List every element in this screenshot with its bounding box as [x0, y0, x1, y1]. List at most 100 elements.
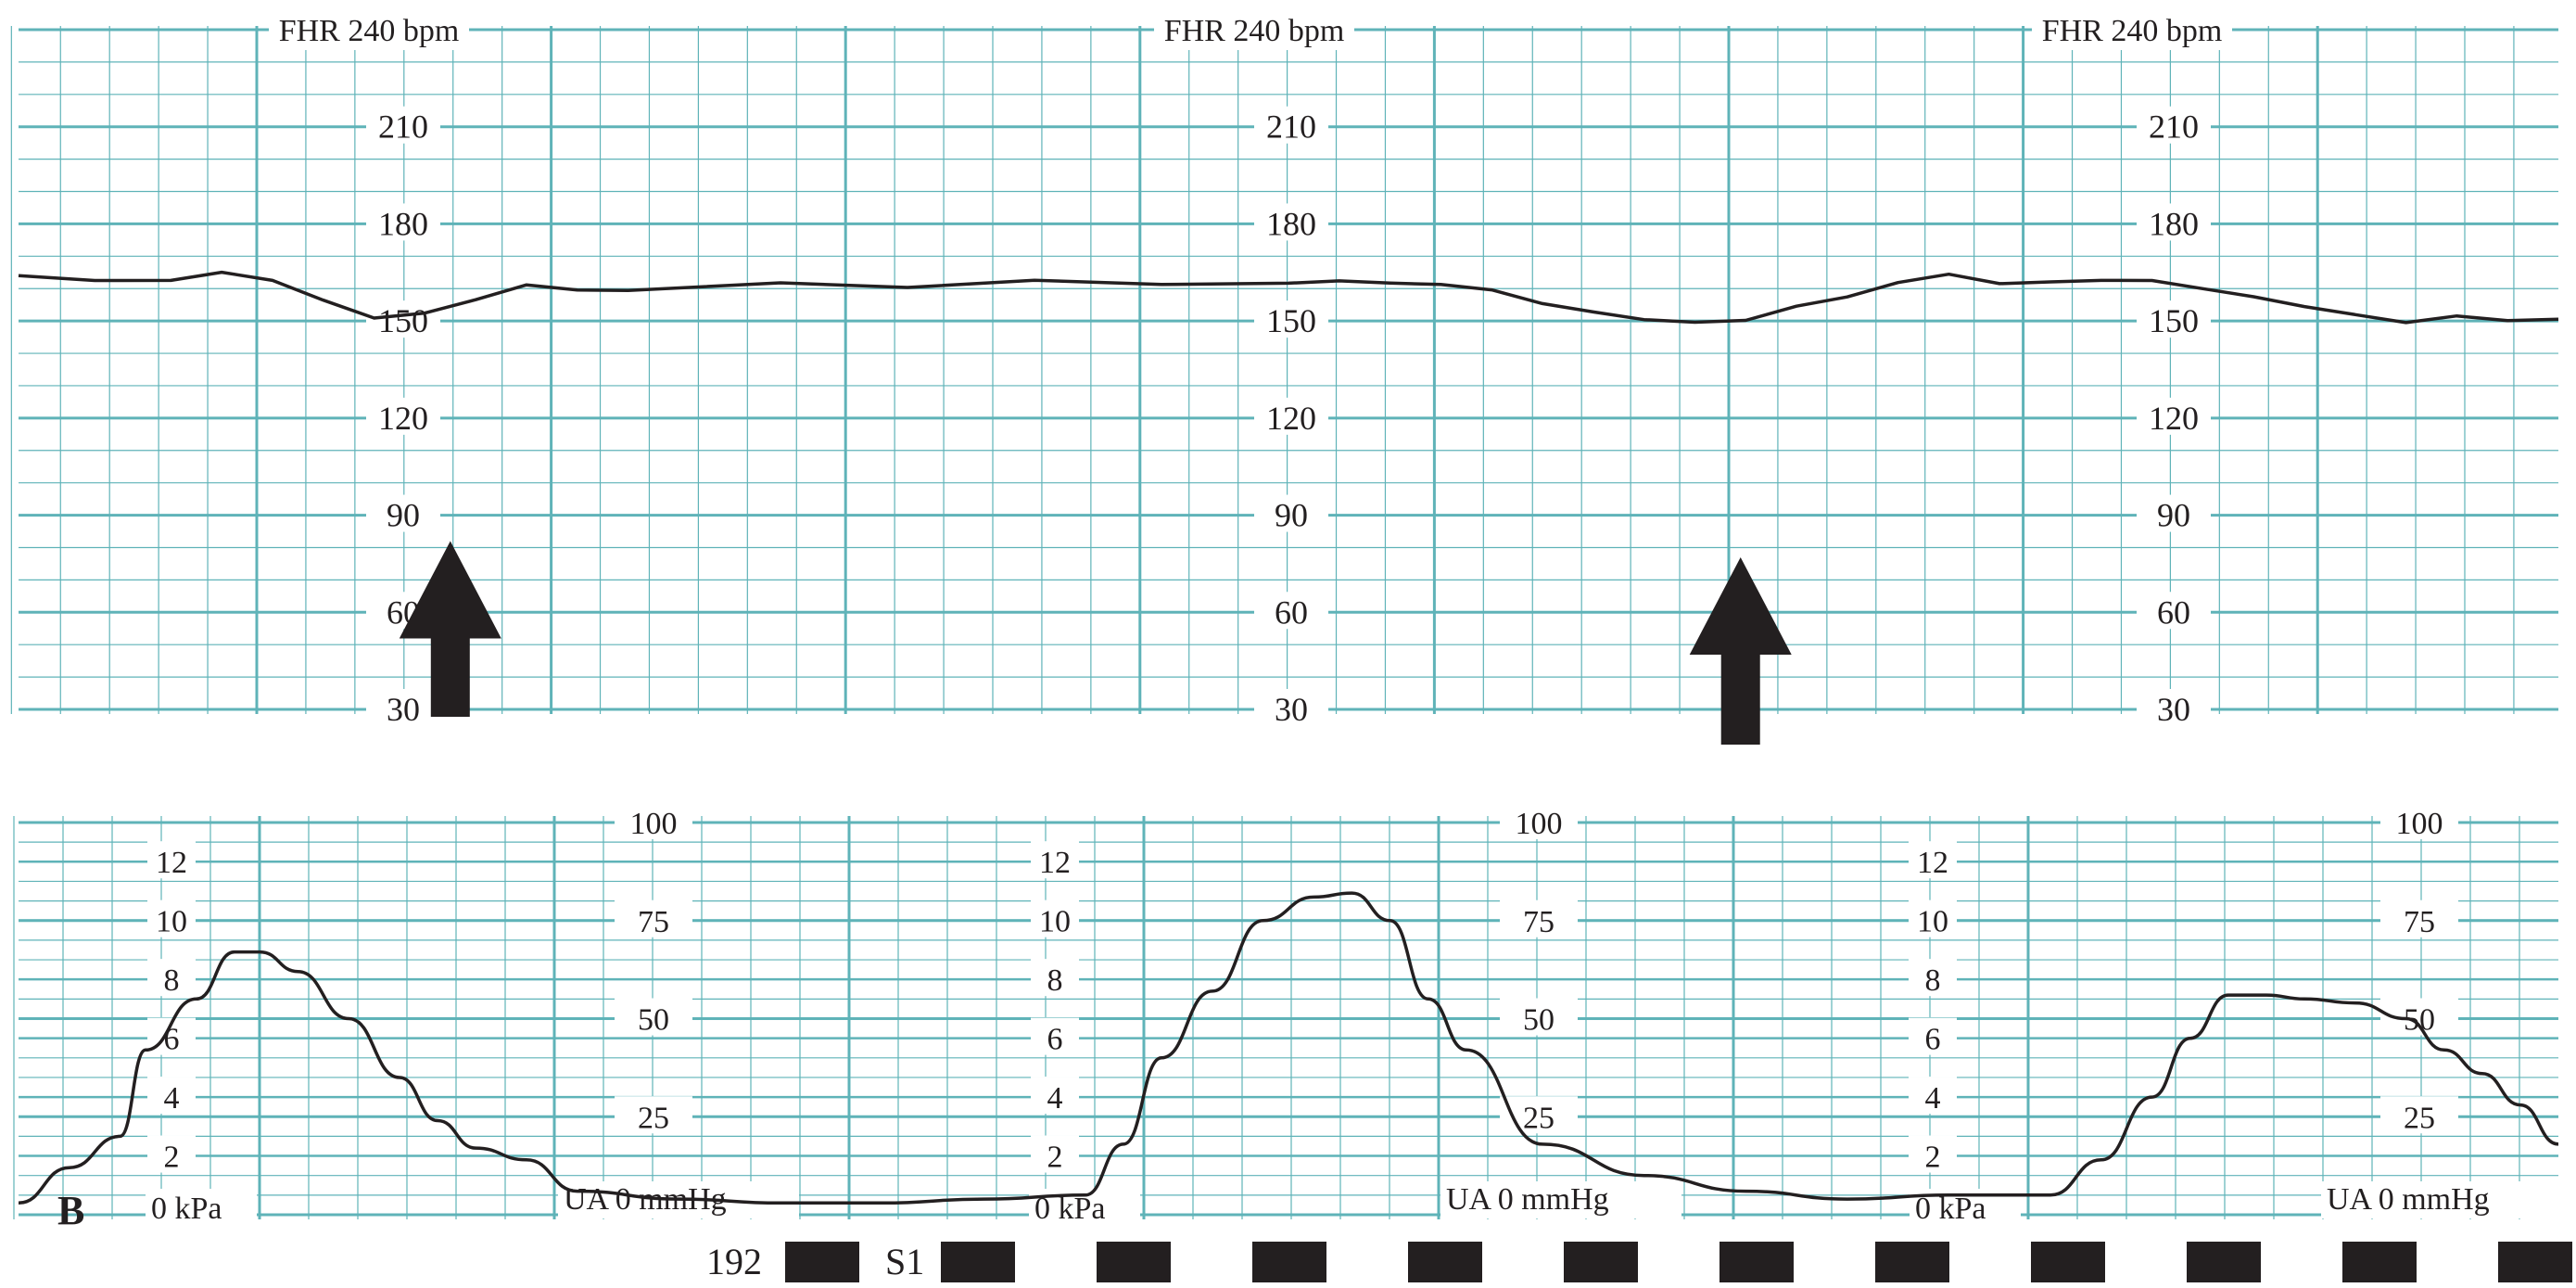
- ua-kpa-bg: [1909, 1017, 1957, 1055]
- fhr-tick-label: 30: [2157, 691, 2190, 728]
- up-arrow-icon: [1689, 556, 1792, 745]
- up-arrow-icon: [399, 541, 501, 717]
- fhr-tick-bg: [1254, 494, 1328, 532]
- fhr-tick-label: 120: [2149, 400, 2199, 437]
- timeline-marker-block: [1097, 1242, 1171, 1282]
- fhr-title: FHR 240 bpm: [1164, 14, 1345, 48]
- fhr-tick-bg: [366, 494, 440, 532]
- fhr-tick-label: 90: [2157, 497, 2190, 534]
- fhr-tick-bg: [1254, 203, 1328, 241]
- ua-mmhg-bg: [615, 998, 692, 1036]
- ua-kpa-bg: [147, 1077, 196, 1115]
- ua-mmhg-bg: [615, 899, 692, 937]
- ua-kpa-bg: [1909, 899, 1957, 937]
- ua-kpa-bg: [1909, 959, 1957, 997]
- fhr-tick-bg: [1254, 689, 1328, 726]
- ua-mmhg-zero-label: UA 0 mmHg: [2327, 1182, 2490, 1217]
- fhr-tick-bg: [2137, 106, 2211, 144]
- ua-kpa-bg: [1909, 841, 1957, 879]
- fhr-title: FHR 240 bpm: [2042, 14, 2223, 48]
- ua-mmhg-tick: 25: [1523, 1101, 1554, 1135]
- ua-kpa-bg: [1031, 841, 1079, 879]
- ua-kpa-bg: [1031, 959, 1079, 997]
- fhr-tick-label: 90: [1275, 497, 1308, 534]
- ua-kpa-tick: 12: [156, 846, 187, 880]
- ua-kpa-tick: 10: [156, 905, 187, 939]
- ua-mmhg-tick: 25: [2404, 1101, 2435, 1135]
- bottom-marker-strip: 192 S1: [706, 1241, 2572, 1282]
- ua-mmhg-bg: [1500, 802, 1578, 839]
- ua-kpa-tick: 6: [1047, 1023, 1063, 1057]
- ua-kpa-tick: 2: [1925, 1141, 1941, 1175]
- ua-kpa-bg: [1909, 1077, 1957, 1115]
- ua-kpa-tick: 4: [164, 1081, 180, 1116]
- fhr-tick-label: 180: [378, 205, 428, 242]
- fhr-tick-label: 30: [1275, 691, 1308, 728]
- ua-kpa-tick: 12: [1917, 846, 1948, 880]
- ua-mmhg-tick: 50: [1523, 1003, 1554, 1038]
- ua-kpa-bg: [1031, 1135, 1079, 1173]
- fhr-title: FHR 240 bpm: [279, 14, 460, 48]
- ua-kpa-bg: [1031, 1077, 1079, 1115]
- ua-kpa-tick: 8: [1047, 963, 1063, 998]
- timeline-marker-block: [2342, 1242, 2417, 1282]
- fhr-tick-bg: [2137, 592, 2211, 630]
- fhr-tick-label: 120: [1266, 400, 1316, 437]
- ua-kpa-bg: [1031, 899, 1079, 937]
- ua-trace-line: [18, 891, 2559, 1205]
- ua-kpa-zero-label: 0 kPa: [151, 1192, 222, 1226]
- timeline-marker-block: [941, 1242, 1015, 1282]
- ua-mmhg-tick: 75: [1523, 905, 1554, 939]
- ua-mmhg-tick: 100: [2396, 807, 2443, 841]
- fhr-tick-label: 60: [1275, 593, 1308, 631]
- fhr-tick-bg: [2137, 494, 2211, 532]
- ua-mmhg-tick: 50: [638, 1003, 669, 1038]
- ua-kpa-tick: 4: [1047, 1081, 1063, 1116]
- timeline-marker-block: [785, 1242, 859, 1282]
- fhr-arrow-annotations: [399, 541, 1792, 745]
- ua-grid: [13, 816, 2558, 1219]
- timeline-marker-block: [1408, 1242, 1482, 1282]
- ua-mmhg-tick: 75: [2404, 905, 2435, 939]
- ua-kpa-bg: [147, 841, 196, 879]
- timeline-marker-block: [1875, 1242, 1949, 1282]
- fhr-tick-bg: [1254, 592, 1328, 630]
- fhr-tick-bg: [2137, 203, 2211, 241]
- fhr-tick-label: 60: [2157, 593, 2190, 631]
- fhr-title-bg: [2032, 9, 2232, 50]
- ua-kpa-bg: [1031, 1017, 1079, 1055]
- timeline-marker-block: [1564, 1242, 1638, 1282]
- ua-kpa-bg: [147, 959, 196, 997]
- timeline-marker-block: [1719, 1242, 1794, 1282]
- fhr-tick-label: 150: [2149, 302, 2199, 339]
- ua-mmhg-zero-bg: [1440, 1181, 1681, 1218]
- fhr-tick-bg: [2137, 300, 2211, 338]
- fhr-tick-label: 210: [1266, 108, 1316, 146]
- fhr-tick-label: 150: [1266, 302, 1316, 339]
- fhr-tick-label: 210: [2149, 108, 2199, 146]
- marker-label: S1: [885, 1241, 924, 1282]
- fhr-tick-label: 90: [387, 497, 420, 534]
- ua-mmhg-tick: 100: [630, 807, 678, 841]
- ua-kpa-tick: 2: [164, 1141, 180, 1175]
- ua-mmhg-bg: [2380, 1096, 2458, 1134]
- fhr-tick-label: 120: [378, 400, 428, 437]
- fhr-axis-labels: FHR 240 bpm FHR 240 bpm FHR 240 bpm 210 180 1…: [269, 9, 2232, 728]
- ua-mmhg-bg: [1500, 899, 1578, 937]
- fhr-tick-label: 210: [378, 108, 428, 146]
- ua-kpa-tick: 6: [164, 1023, 180, 1057]
- fhr-tick-bg: [2137, 689, 2211, 726]
- ua-mmhg-bg: [615, 1096, 692, 1134]
- panel-letter: B: [57, 1188, 84, 1233]
- fhr-trace-line: [18, 270, 2559, 325]
- fhr-tick-bg: [1254, 106, 1328, 144]
- ua-mmhg-tick: 75: [638, 905, 669, 939]
- timeline-marker-block: [2498, 1242, 2572, 1282]
- ua-kpa-tick: 4: [1925, 1081, 1941, 1116]
- ua-kpa-bg: [147, 1135, 196, 1173]
- ua-kpa-tick: 12: [1039, 846, 1071, 880]
- fhr-tick-bg: [366, 397, 440, 435]
- ua-mmhg-tick: 25: [638, 1101, 669, 1135]
- fhr-tick-bg: [366, 689, 440, 726]
